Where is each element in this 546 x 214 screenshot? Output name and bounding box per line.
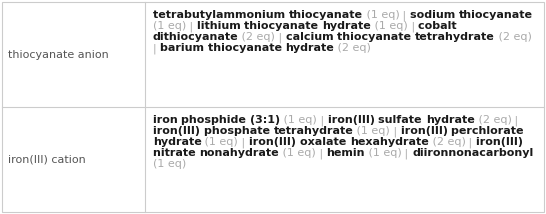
Text: iron(III): iron(III) [153, 126, 204, 136]
Text: sodium: sodium [410, 10, 459, 20]
Text: |: | [238, 137, 249, 148]
Text: lithium: lithium [197, 21, 244, 31]
Text: |: | [512, 115, 522, 125]
Text: (2 eq): (2 eq) [495, 32, 532, 42]
Text: |: | [316, 148, 326, 159]
Text: |: | [390, 126, 401, 137]
Text: hemin: hemin [326, 148, 365, 158]
Text: thiocyanate: thiocyanate [459, 10, 533, 20]
Text: (1 eq): (1 eq) [153, 21, 186, 31]
Text: hydrate: hydrate [153, 137, 201, 147]
Text: hydrate: hydrate [322, 21, 371, 31]
Text: |: | [400, 10, 410, 21]
Text: (2 eq): (2 eq) [238, 32, 275, 42]
Text: tetrabutylammonium: tetrabutylammonium [153, 10, 289, 20]
Text: |: | [401, 148, 412, 159]
Text: phosphate: phosphate [204, 126, 274, 136]
Text: (2 eq): (2 eq) [334, 43, 371, 53]
Text: |: | [275, 32, 286, 43]
Text: cobalt: cobalt [418, 21, 461, 31]
Text: tetrahydrate: tetrahydrate [274, 126, 353, 136]
Text: |: | [407, 21, 418, 31]
Text: thiocyanate: thiocyanate [244, 21, 322, 31]
Text: nitrate: nitrate [153, 148, 199, 158]
Text: calcium: calcium [286, 32, 337, 42]
Text: (3:1): (3:1) [250, 115, 280, 125]
Text: (2 eq): (2 eq) [429, 137, 465, 147]
Text: thiocyanate: thiocyanate [337, 32, 415, 42]
Text: iron(III) cation: iron(III) cation [8, 155, 86, 165]
Text: oxalate: oxalate [300, 137, 350, 147]
Text: |: | [317, 115, 328, 125]
Text: hexahydrate: hexahydrate [350, 137, 429, 147]
Text: thiocyanate: thiocyanate [207, 43, 286, 53]
Text: iron: iron [153, 115, 181, 125]
Text: (1 eq): (1 eq) [353, 126, 390, 136]
Text: tetrahydrate: tetrahydrate [415, 32, 495, 42]
Text: (1 eq): (1 eq) [153, 159, 186, 169]
Text: barium: barium [160, 43, 207, 53]
Text: |: | [186, 21, 197, 31]
Text: (1 eq): (1 eq) [279, 148, 316, 158]
Text: perchlorate: perchlorate [452, 126, 528, 136]
Text: (1 eq): (1 eq) [371, 21, 407, 31]
Text: (1 eq): (1 eq) [201, 137, 238, 147]
Text: diironnonacarbonyl: diironnonacarbonyl [412, 148, 533, 158]
Text: thiocyanate: thiocyanate [289, 10, 363, 20]
Text: sulfate: sulfate [378, 115, 426, 125]
Text: iron(III): iron(III) [401, 126, 452, 136]
Text: (1 eq): (1 eq) [280, 115, 317, 125]
Text: iron(III): iron(III) [328, 115, 378, 125]
Text: phosphide: phosphide [181, 115, 250, 125]
Text: iron(III): iron(III) [476, 137, 527, 147]
Text: |: | [153, 43, 160, 54]
Text: thiocyanate anion: thiocyanate anion [8, 49, 109, 59]
Text: (1 eq): (1 eq) [363, 10, 400, 20]
Text: iron(III): iron(III) [249, 137, 300, 147]
Text: nonahydrate: nonahydrate [199, 148, 279, 158]
Text: dithiocyanate: dithiocyanate [153, 32, 238, 42]
Text: (1 eq): (1 eq) [365, 148, 401, 158]
Text: |: | [465, 137, 476, 148]
Text: hydrate: hydrate [426, 115, 474, 125]
Text: hydrate: hydrate [286, 43, 334, 53]
Text: (2 eq): (2 eq) [474, 115, 512, 125]
